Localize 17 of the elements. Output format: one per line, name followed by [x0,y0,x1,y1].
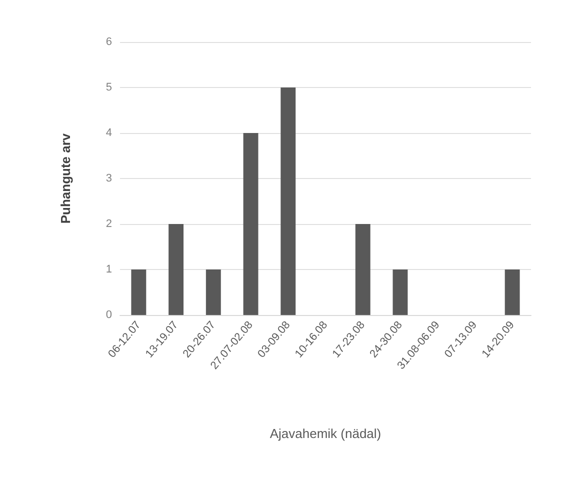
bar [504,270,520,315]
y-tick-label: 2 [106,218,112,230]
bar [168,224,184,315]
y-tick-label: 3 [106,172,112,184]
bar [280,88,296,315]
bar [243,133,258,315]
y-tick-label: 4 [106,127,112,139]
y-tick-label: 5 [106,82,112,94]
y-tick-label: 1 [106,264,112,276]
bar [392,270,408,315]
x-axis-title: Ajavahemik (nädal) [270,426,382,441]
bar [206,270,221,315]
y-tick-label: 0 [106,309,112,321]
bar [131,270,146,315]
bar [355,224,370,315]
y-axis-title: Puhangute arv [58,132,73,224]
y-tick-label: 6 [106,36,112,48]
